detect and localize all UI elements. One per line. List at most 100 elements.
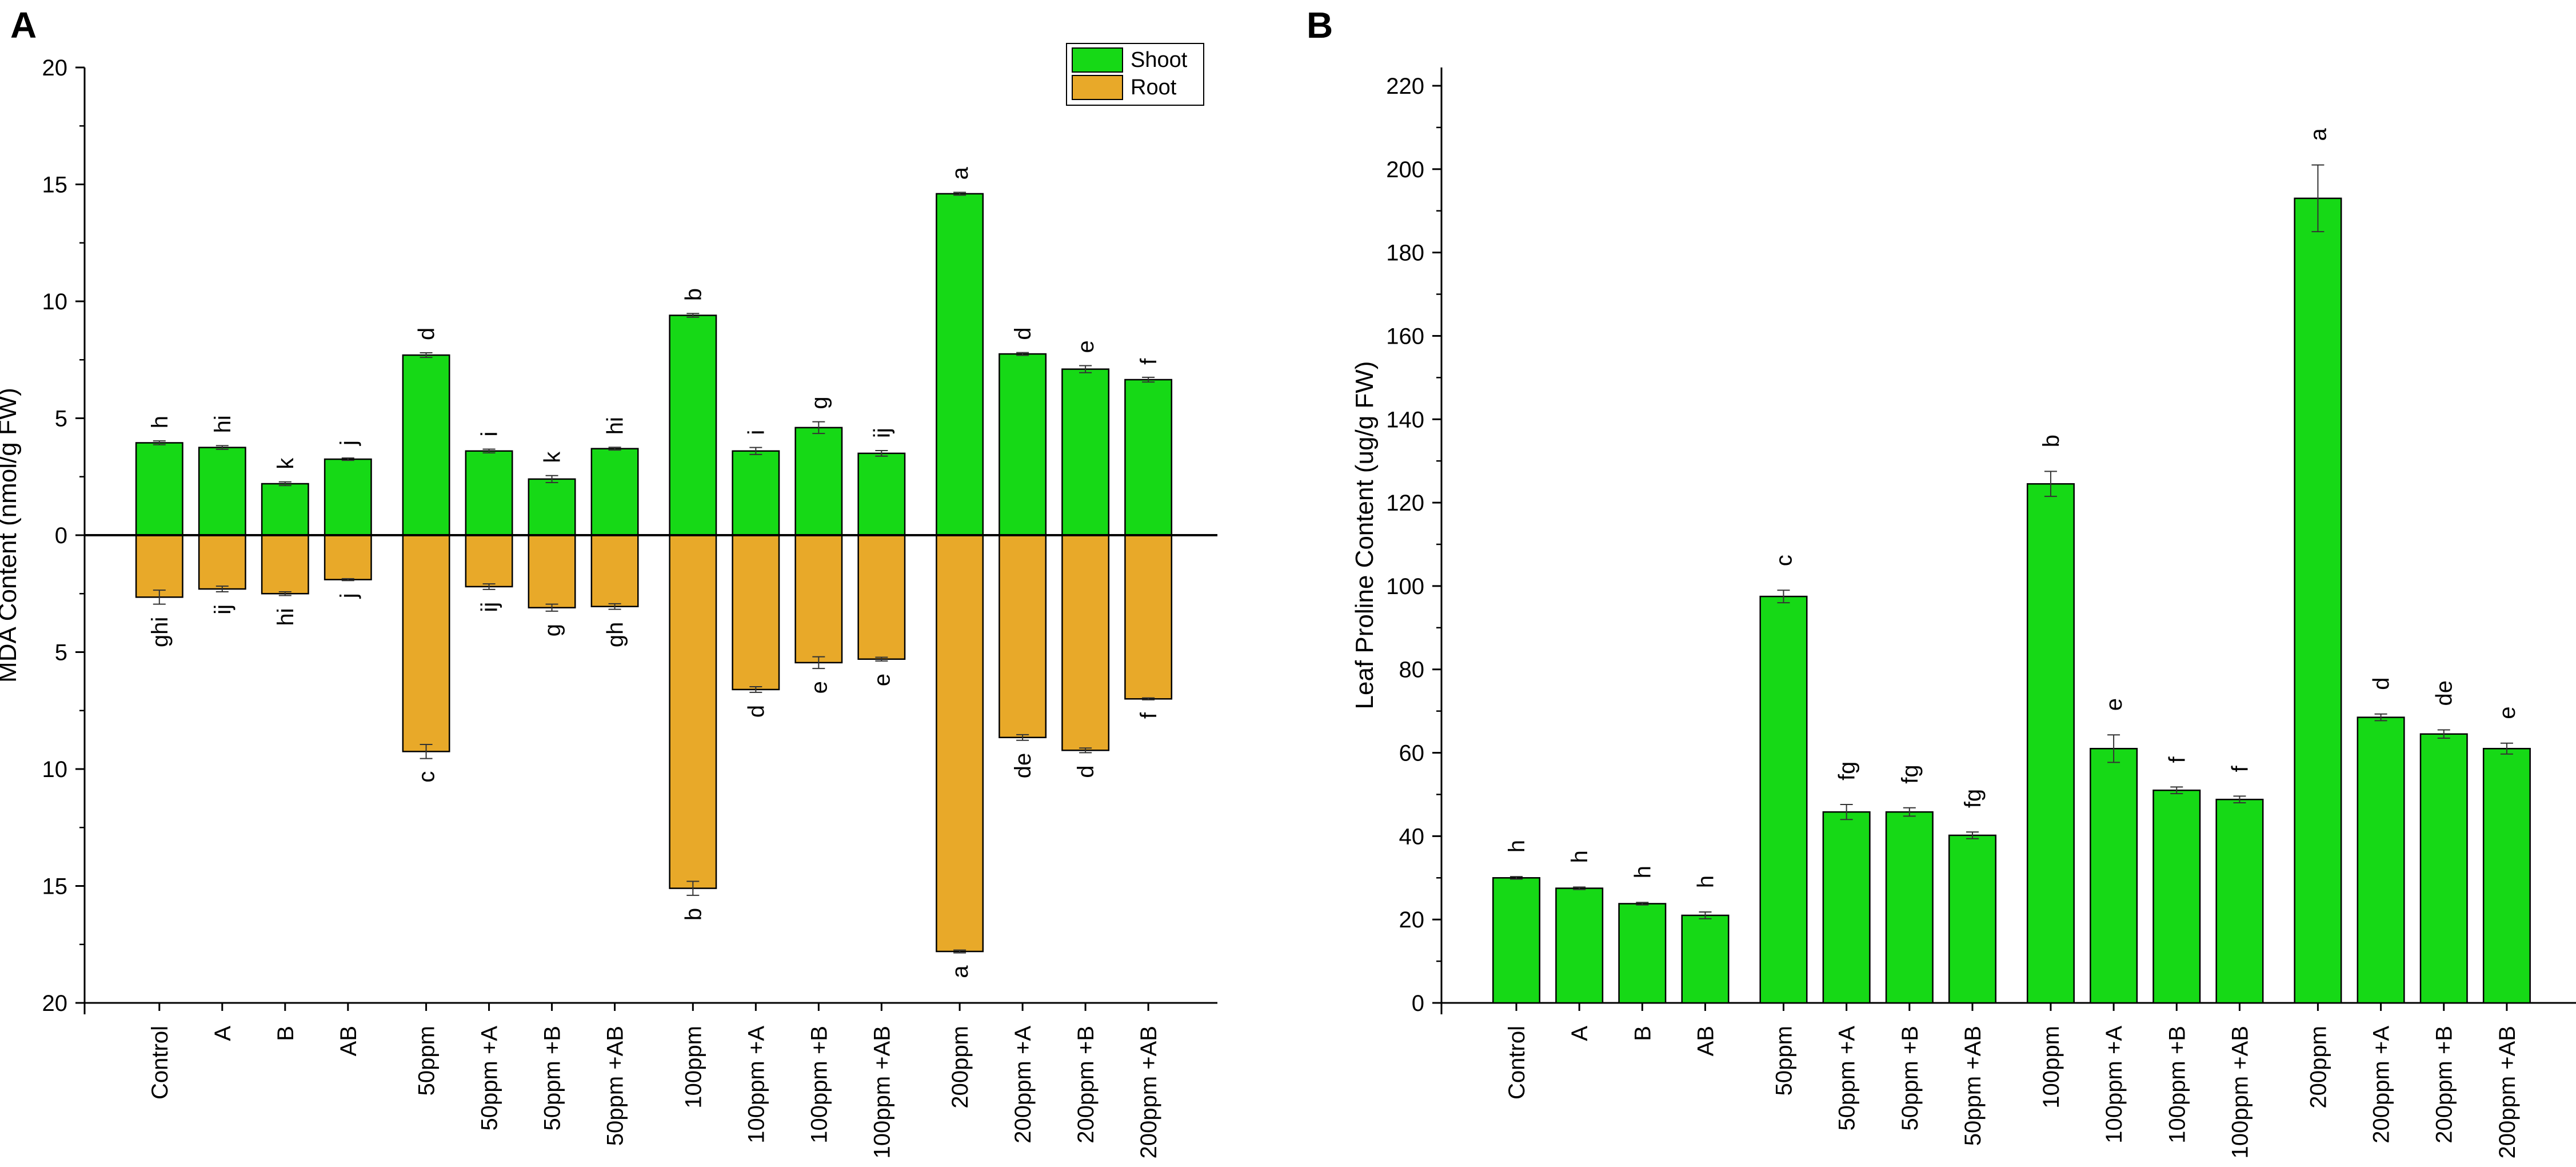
x-tick-label: 50ppm +AB	[603, 1026, 628, 1146]
significance-label: b	[681, 288, 706, 301]
y-tick-label: 10	[42, 757, 68, 782]
significance-label: b	[2039, 435, 2064, 447]
bar-root	[732, 534, 780, 691]
significance-label: d	[2369, 677, 2394, 690]
bar-root	[857, 534, 906, 660]
bar-shoot	[135, 442, 183, 536]
significance-label: e	[1073, 340, 1099, 353]
significance-label: c	[414, 771, 440, 783]
y-tick-label: 15	[42, 874, 68, 899]
bar-root	[261, 534, 309, 595]
y-tick-label: 80	[1399, 658, 1425, 683]
bar	[1822, 811, 1871, 1004]
y-tick-label: 140	[1386, 407, 1424, 432]
x-tick-label: 200ppm +B	[2432, 1026, 2457, 1144]
x-tick-label: 50ppm	[414, 1026, 440, 1096]
bar-root	[402, 534, 450, 752]
legend-swatch	[1072, 75, 1123, 100]
y-tick-label: 220	[1386, 74, 1424, 99]
significance-label: e	[806, 681, 832, 694]
bar	[2294, 197, 2342, 1004]
x-tick-label: A	[210, 1026, 235, 1041]
bar	[1885, 811, 1934, 1004]
significance-label: h	[1567, 850, 1592, 863]
significance-label: c	[1771, 555, 1796, 566]
bar	[2482, 748, 2531, 1004]
significance-label: ij	[869, 428, 894, 438]
significance-label: ij	[477, 602, 502, 612]
x-tick-label: 200ppm +B	[1073, 1026, 1099, 1144]
significance-label: fg	[1835, 762, 1860, 780]
bar-shoot	[1124, 379, 1173, 536]
bar-shoot	[465, 450, 513, 536]
significance-label: i	[477, 432, 502, 437]
bar-root	[528, 534, 576, 609]
significance-label: d	[744, 705, 769, 718]
bar	[1492, 877, 1541, 1004]
bar	[2419, 733, 2468, 1004]
x-tick-label: 100ppm +B	[806, 1026, 832, 1144]
bar-root	[135, 534, 183, 598]
y-tick-label: 20	[42, 55, 68, 81]
x-tick-label: 100ppm +B	[2164, 1026, 2190, 1144]
bar	[1555, 887, 1604, 1004]
x-tick-label: 50ppm +A	[477, 1026, 502, 1131]
y-tick-label: 5	[55, 640, 67, 666]
bar-shoot	[936, 193, 984, 536]
panel-letter: B	[1307, 5, 1333, 46]
significance-label: b	[681, 908, 706, 921]
x-tick-label: 50ppm +AB	[1960, 1026, 1986, 1146]
significance-label: d	[414, 328, 440, 340]
bar-root	[936, 534, 984, 953]
x-tick-label: 200ppm +AB	[1136, 1026, 1161, 1158]
bar-shoot	[324, 458, 372, 536]
significance-label: g	[806, 396, 832, 409]
x-tick-label: 200ppm +A	[1011, 1026, 1036, 1144]
significance-label: f	[2227, 765, 2252, 772]
x-tick-label: 50ppm +A	[1835, 1026, 1860, 1131]
chart-panel-b: B 0 20 40 60 80 100 120 140 160 180 200 220 Leaf Prol…	[1307, 5, 2576, 1158]
bar-root	[1061, 534, 1110, 751]
bar-shoot	[198, 447, 246, 536]
bar-root	[590, 534, 639, 607]
significance-label: h	[147, 416, 173, 428]
x-tick-label: 100ppm +AB	[2227, 1026, 2252, 1158]
y-axis-title: Leaf Proline Content (ug/g FW)	[1351, 361, 1379, 710]
significance-label: fg	[1960, 789, 1986, 808]
bar-shoot	[528, 478, 576, 536]
legend-label: Shoot	[1131, 48, 1188, 72]
significance-label: a	[2306, 128, 2331, 141]
significance-label: i	[744, 430, 769, 435]
x-tick-label: A	[1567, 1026, 1592, 1041]
y-tick-label: 0	[1412, 991, 1424, 1016]
x-tick-label: AB	[1694, 1026, 1719, 1056]
y-tick-label: 200	[1386, 157, 1424, 182]
x-tick-label: 100ppm +A	[2102, 1026, 2127, 1144]
significance-label: hi	[603, 417, 628, 435]
x-tick-label: 200ppm	[948, 1026, 973, 1109]
legend-swatch	[1072, 47, 1123, 73]
significance-label: j	[336, 593, 361, 599]
bar-root	[1124, 534, 1173, 700]
y-tick-label: 15	[42, 173, 68, 198]
significance-label: a	[948, 965, 973, 978]
significance-label: e	[2495, 707, 2520, 719]
bar	[2215, 798, 2264, 1004]
bar-shoot	[669, 314, 717, 536]
significance-label: a	[948, 166, 973, 180]
y-tick-label: 20	[1399, 907, 1425, 933]
significance-label: ij	[210, 604, 235, 615]
significance-label: f	[1136, 358, 1161, 365]
bar-shoot	[857, 452, 906, 536]
legend-label: Root	[1131, 75, 1177, 99]
x-tick-label: 100ppm +AB	[869, 1026, 894, 1158]
bar-shoot	[732, 450, 780, 536]
significance-label: f	[2164, 756, 2190, 763]
significance-label: f	[1136, 712, 1161, 719]
x-tick-label: 100ppm	[2039, 1026, 2064, 1109]
bar	[1681, 914, 1730, 1004]
bar	[2357, 716, 2405, 1004]
bar	[1759, 595, 1808, 1004]
y-tick-label: 10	[42, 289, 68, 314]
